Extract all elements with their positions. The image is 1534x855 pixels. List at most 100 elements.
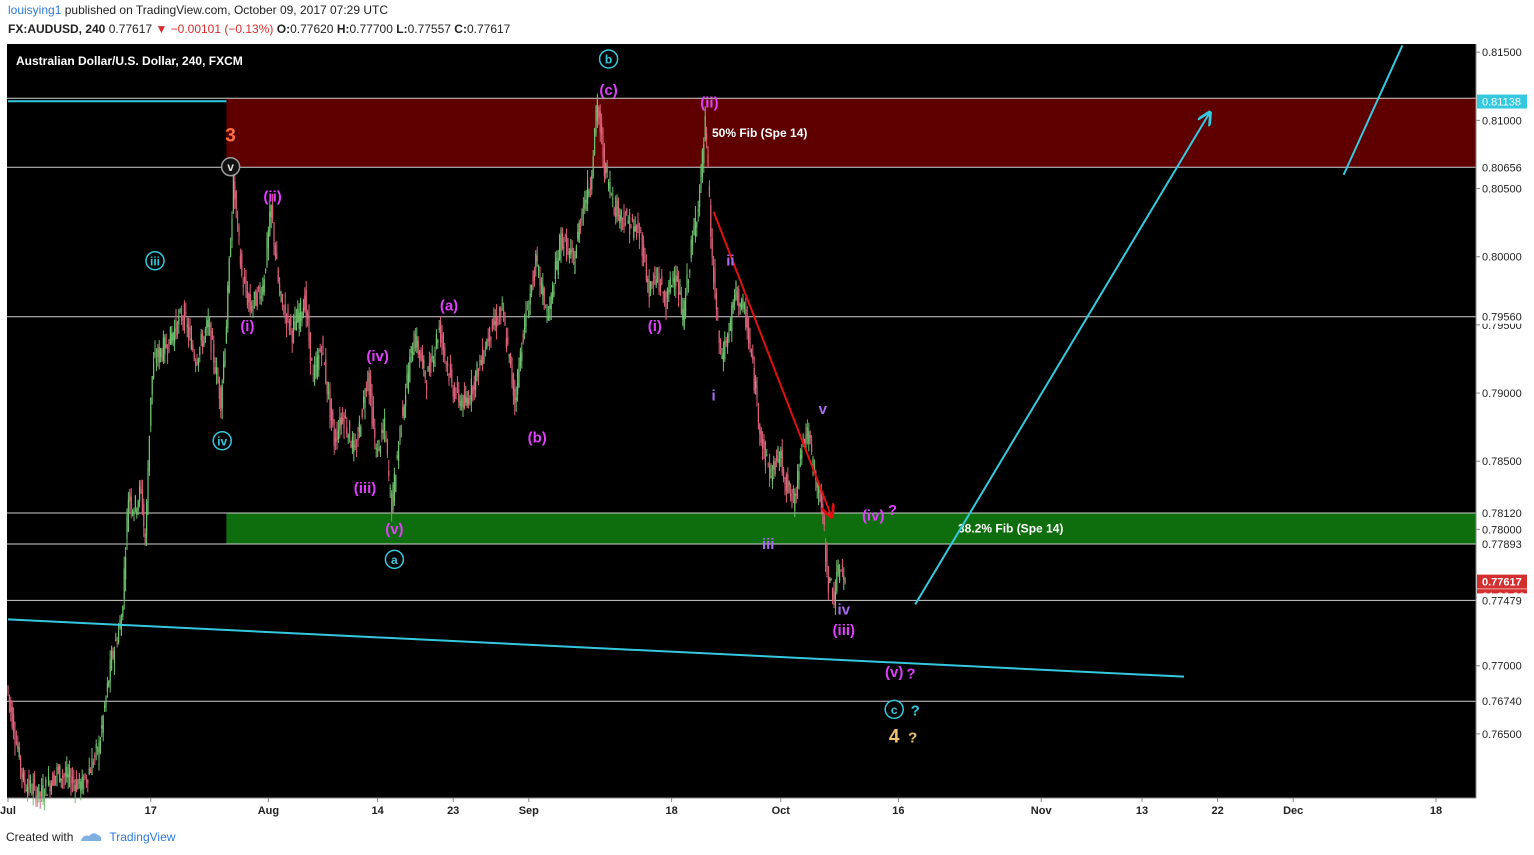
candle-body bbox=[661, 276, 663, 285]
time-tick-label: Sep bbox=[519, 805, 539, 817]
candle-body bbox=[160, 348, 162, 357]
candle-body bbox=[482, 348, 484, 365]
close-label: C: bbox=[454, 22, 467, 36]
wave-label: (iv) bbox=[366, 348, 389, 365]
price-label-bg bbox=[1477, 536, 1527, 551]
candle-body bbox=[687, 280, 689, 283]
candle-body bbox=[116, 642, 118, 644]
candle-body bbox=[280, 291, 282, 295]
candle-body bbox=[825, 543, 827, 563]
candle-body bbox=[216, 367, 218, 375]
candle-body bbox=[206, 320, 208, 328]
candle-body bbox=[433, 360, 435, 366]
candle-body bbox=[599, 111, 601, 133]
candle-body bbox=[203, 336, 205, 346]
candle-body bbox=[766, 454, 768, 456]
candle-body bbox=[402, 407, 404, 416]
candle-body bbox=[49, 783, 51, 792]
candle-body bbox=[809, 434, 811, 439]
candle-body bbox=[441, 335, 443, 343]
chart-pane[interactable] bbox=[7, 44, 1476, 798]
candle-body bbox=[787, 474, 789, 493]
candle-body bbox=[349, 421, 351, 441]
candle-body bbox=[805, 434, 807, 444]
wave-label: (iii) bbox=[354, 480, 377, 497]
candle-body bbox=[230, 247, 232, 257]
candle-body bbox=[759, 424, 761, 435]
candle-body bbox=[235, 191, 237, 210]
candle-body bbox=[399, 426, 401, 441]
candle-body bbox=[658, 273, 660, 285]
candle-body bbox=[755, 381, 757, 388]
candle-body bbox=[542, 284, 544, 296]
candle-body bbox=[594, 128, 596, 155]
candle-body bbox=[781, 449, 783, 473]
candle-body bbox=[297, 308, 299, 323]
wave-label-text: b bbox=[605, 52, 612, 66]
candle-body bbox=[585, 200, 587, 203]
candle-body bbox=[703, 143, 705, 164]
candle-body bbox=[172, 332, 174, 341]
time-axis-layer: Jul 17 Aug 14 23 Sep 18 Oct 16 Nov 13 22 Dec 18 bbox=[0, 797, 1476, 817]
candle-body bbox=[378, 440, 380, 444]
price-tick-label: 0.76500 bbox=[1482, 729, 1522, 741]
candle-body bbox=[284, 303, 286, 313]
candle-body bbox=[465, 396, 467, 403]
wave-label-circle: b bbox=[598, 49, 619, 69]
candle-body bbox=[8, 695, 10, 702]
candle-body bbox=[374, 428, 376, 438]
candle-body bbox=[98, 742, 100, 759]
candle-body bbox=[448, 374, 450, 381]
candle-body bbox=[654, 275, 656, 279]
candle-body bbox=[669, 277, 671, 293]
wave-label: (a) bbox=[440, 297, 458, 314]
candle-body bbox=[549, 305, 551, 309]
candle-body bbox=[69, 768, 71, 778]
wave-label-ring bbox=[384, 549, 405, 570]
time-tick-label: 18 bbox=[665, 805, 677, 817]
candle-body bbox=[185, 311, 187, 314]
candle-body bbox=[32, 783, 34, 794]
candle-body bbox=[451, 369, 453, 384]
candle-body bbox=[512, 374, 514, 396]
candle-body bbox=[500, 307, 502, 316]
time-tick-label: 14 bbox=[371, 805, 384, 817]
candle-body bbox=[553, 291, 555, 295]
candle-body bbox=[577, 231, 579, 239]
candle-body bbox=[419, 350, 421, 360]
candle-body bbox=[763, 439, 765, 447]
candle-body bbox=[388, 470, 390, 476]
candle-body bbox=[95, 744, 97, 749]
candle-body bbox=[679, 290, 681, 295]
candle-body bbox=[647, 279, 649, 283]
candle-body bbox=[179, 310, 181, 312]
candle-body bbox=[224, 349, 226, 366]
candle-body bbox=[829, 577, 831, 583]
candle-body bbox=[176, 322, 178, 336]
candle-body bbox=[24, 779, 26, 785]
tradingview-link[interactable]: TradingView bbox=[109, 830, 176, 844]
candle-body bbox=[623, 212, 625, 229]
candle-body bbox=[88, 768, 90, 774]
time-tick-label: 18 bbox=[1430, 805, 1442, 817]
candle-body bbox=[393, 473, 395, 502]
candle-body bbox=[735, 281, 737, 297]
candle-body bbox=[111, 650, 113, 670]
candle-body bbox=[819, 495, 821, 502]
wave-label-layer: b(c)(ii)3v(ii)iii(i)iv(iv)(a)(iii)(b)(v)… bbox=[145, 49, 920, 748]
author-link[interactable]: louisying1 bbox=[8, 3, 62, 17]
time-tick-label: 16 bbox=[892, 805, 904, 817]
candle-body bbox=[80, 781, 82, 792]
candle-body bbox=[162, 338, 164, 362]
candle-body bbox=[531, 284, 533, 293]
candle-body bbox=[641, 234, 643, 257]
candle-body bbox=[245, 279, 247, 293]
candle-body bbox=[132, 510, 134, 513]
candle-body bbox=[455, 394, 457, 396]
candle-body bbox=[288, 321, 290, 331]
candle-body bbox=[395, 475, 397, 492]
price-label-bg bbox=[1477, 506, 1527, 521]
time-axis[interactable] bbox=[7, 798, 1476, 822]
candle-body bbox=[192, 344, 194, 351]
candle-body bbox=[273, 223, 275, 245]
